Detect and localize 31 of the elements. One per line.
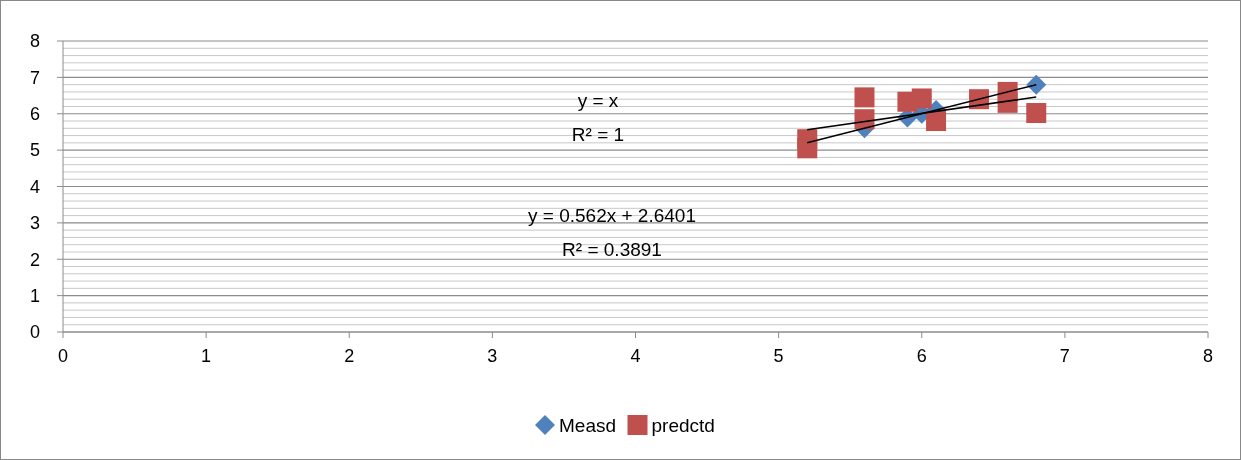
x-tick-label: 6 — [916, 346, 927, 366]
point — [1026, 103, 1047, 124]
point — [797, 138, 818, 159]
x-tick-label: 4 — [630, 346, 641, 366]
y-tick-label: 3 — [29, 213, 41, 234]
x-tick-label: 2 — [344, 346, 355, 366]
point — [854, 87, 875, 108]
point — [926, 111, 947, 132]
annotation: R² = 1 — [571, 123, 625, 145]
x-tick-label: 7 — [1059, 346, 1070, 366]
annotation: R² = 0.3891 — [562, 238, 662, 260]
y-tick-label: 1 — [29, 285, 41, 306]
y-tick-label: 0 — [29, 322, 41, 343]
y-tick-label: 7 — [29, 67, 41, 88]
y-tick-label: 2 — [29, 249, 41, 270]
y-tick-label: 4 — [29, 176, 41, 197]
x-tick-label: 0 — [57, 346, 69, 366]
legend-label: predctd — [651, 414, 715, 436]
point — [997, 92, 1018, 113]
annotation: y = x — [577, 89, 619, 111]
x-tick-label: 3 — [487, 346, 498, 366]
x-tick-label: 8 — [1202, 346, 1214, 366]
legend-label: Measd — [559, 414, 617, 436]
y-tick-label: 6 — [29, 104, 41, 125]
point — [911, 88, 932, 109]
y-tick-label: 5 — [29, 140, 41, 161]
y-tick-label: 8 — [29, 31, 41, 52]
point — [1026, 74, 1047, 95]
x-tick-label: 5 — [773, 346, 784, 366]
x-tick-label: 1 — [201, 346, 212, 366]
annotation: y = 0.562x + 2.6401 — [528, 204, 696, 226]
